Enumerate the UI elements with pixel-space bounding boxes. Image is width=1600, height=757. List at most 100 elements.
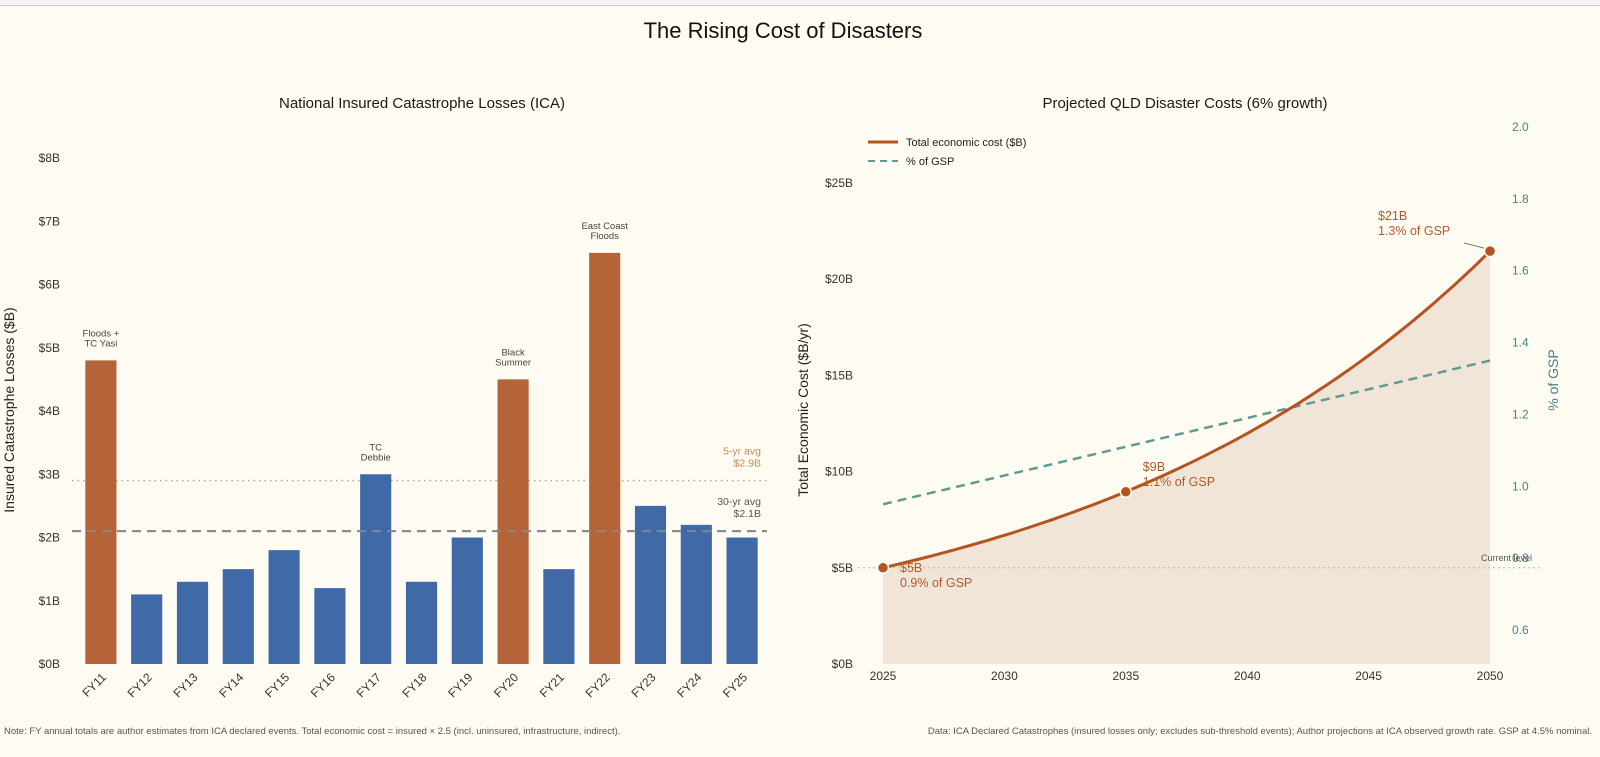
y-right-tick-label: 0.8 xyxy=(1512,551,1529,565)
x-tick-label: FY14 xyxy=(216,670,246,700)
y-tick-label: $20B xyxy=(825,272,853,286)
x-tick-label: 2040 xyxy=(1234,669,1261,683)
y-tick-label: $5B xyxy=(39,341,60,355)
bar-fy21 xyxy=(543,569,575,664)
y-tick-label: $25B xyxy=(825,176,853,190)
marker-label: 1.3% of GSP xyxy=(1378,224,1450,238)
x-tick-label: FY15 xyxy=(262,670,292,700)
bar-fy11 xyxy=(85,360,117,664)
x-tick-label: 2050 xyxy=(1477,669,1504,683)
x-tick-label: FY16 xyxy=(308,670,338,700)
bar-chart-ylabel: Insured Catastrophe Losses ($B) xyxy=(1,307,17,512)
line-chart-ylabel-right: % of GSP xyxy=(1545,349,1561,410)
cost-line xyxy=(882,250,1492,570)
x-tick-label: FY13 xyxy=(170,670,200,700)
event-annotation: East Coast xyxy=(581,221,628,232)
marker-label: $5B xyxy=(900,561,922,575)
bar-fy19 xyxy=(451,537,483,664)
avg-5yr-label: $2.9B xyxy=(734,458,761,470)
y-right-tick-label: 1.2 xyxy=(1512,407,1529,421)
bar-chart-yticks: $0B $1B $2B $3B $4B $5B $6B $7B $8B xyxy=(39,151,60,671)
line-chart-yticks-right: 0.6 0.8 1.0 1.2 1.4 1.6 1.8 2.0 xyxy=(1512,120,1529,637)
x-tick-label: 2025 xyxy=(870,669,897,683)
x-tick-label: FY21 xyxy=(537,670,567,700)
legend-label-cost: Total economic cost ($B) xyxy=(906,137,1026,149)
line-chart-legend[interactable]: Total economic cost ($B) % of GSP xyxy=(868,137,1026,168)
x-tick-label: 2030 xyxy=(991,669,1018,683)
x-tick-label: FY17 xyxy=(354,670,384,700)
event-annotation: TC Yasi xyxy=(84,338,117,349)
event-annotation: Debbie xyxy=(361,452,391,463)
y-tick-label: $0B xyxy=(832,657,853,671)
bar-fy25 xyxy=(726,537,758,664)
y-right-tick-label: 1.6 xyxy=(1512,264,1529,278)
x-tick-label: FY19 xyxy=(445,670,475,700)
line-chart-title: Projected QLD Disaster Costs (6% growth) xyxy=(1042,95,1327,112)
bar-fy18 xyxy=(405,581,438,664)
avg-30yr-label: $2.1B xyxy=(734,508,761,520)
x-tick-label: FY18 xyxy=(399,670,429,700)
bar-fy20 xyxy=(497,379,529,664)
marker-label: $9B xyxy=(1143,460,1165,474)
marker-label: 0.9% of GSP xyxy=(900,576,972,590)
event-annotation: Black xyxy=(501,347,524,358)
x-tick-label: FY25 xyxy=(720,670,750,700)
x-tick-label: FY12 xyxy=(125,670,155,700)
x-tick-label: 2035 xyxy=(1112,669,1139,683)
marker-label: 1.1% of GSP xyxy=(1143,475,1215,489)
marker-2035 xyxy=(1119,485,1133,499)
x-tick-label: FY22 xyxy=(583,670,613,700)
y-tick-label: $1B xyxy=(39,594,60,608)
y-right-tick-label: 1.0 xyxy=(1512,479,1529,493)
y-right-tick-label: 1.4 xyxy=(1512,336,1529,350)
cost-area-fill xyxy=(883,251,1490,664)
bar-fy12 xyxy=(131,594,163,664)
marker-leader-line xyxy=(1463,242,1485,249)
avg-5yr-label: 5-yr avg xyxy=(723,446,761,458)
line-chart: Projected QLD Disaster Costs (6% growth)… xyxy=(795,95,1561,683)
bar-fy23 xyxy=(634,505,667,664)
y-tick-label: $2B xyxy=(39,531,60,545)
figure-title: The Rising Cost of Disasters xyxy=(644,18,923,43)
y-tick-label: $10B xyxy=(825,465,853,479)
line-chart-xticks: 2025 2030 2035 2040 2045 2050 xyxy=(870,669,1504,683)
footnote-left: Note: FY annual totals are author estima… xyxy=(4,726,620,737)
y-tick-label: $5B xyxy=(832,561,853,575)
marker-2025 xyxy=(876,561,890,575)
marker-label: $21B xyxy=(1378,209,1407,223)
y-tick-label: $4B xyxy=(39,404,60,418)
y-tick-label: $15B xyxy=(825,368,853,382)
bar-fy16 xyxy=(314,588,346,664)
x-tick-label: FY24 xyxy=(674,670,704,700)
bar-chart-title: National Insured Catastrophe Losses (ICA… xyxy=(279,95,565,112)
event-annotation: Floods xyxy=(590,231,619,242)
bar-fy24 xyxy=(680,524,712,664)
y-tick-label: $6B xyxy=(39,278,60,292)
x-tick-label: FY20 xyxy=(491,670,521,700)
window-top-strip xyxy=(0,0,1600,6)
x-tick-label: FY11 xyxy=(79,670,109,700)
bar-fy22 xyxy=(589,252,621,664)
x-tick-label: 2045 xyxy=(1355,669,1382,683)
avg-30yr-label: 30-yr avg xyxy=(717,496,761,508)
bar-fy17 xyxy=(360,474,392,664)
y-right-tick-label: 2.0 xyxy=(1512,120,1529,134)
bar-chart-bars xyxy=(72,252,767,664)
event-annotation: Floods + xyxy=(83,328,120,339)
y-tick-label: $8B xyxy=(39,151,60,165)
event-annotation: TC xyxy=(369,442,382,453)
line-chart-reference-lines: Current level xyxy=(858,553,1543,569)
y-right-tick-label: 1.8 xyxy=(1512,192,1529,206)
line-chart-ylabel: Total Economic Cost ($B/yr) xyxy=(795,323,811,497)
x-tick-label: FY23 xyxy=(628,670,658,700)
legend-label-gsp: % of GSP xyxy=(906,156,954,168)
y-tick-label: $0B xyxy=(39,657,60,671)
bar-fy15 xyxy=(268,550,300,664)
y-tick-label: $7B xyxy=(39,214,60,228)
current-level-label: Current level xyxy=(1481,553,1532,563)
bar-chart-xticks: FY11 FY12 FY13 FY14 FY15 FY16 FY17 FY18 FY19 FY20… xyxy=(79,670,750,700)
y-right-tick-label: 0.6 xyxy=(1512,623,1529,637)
